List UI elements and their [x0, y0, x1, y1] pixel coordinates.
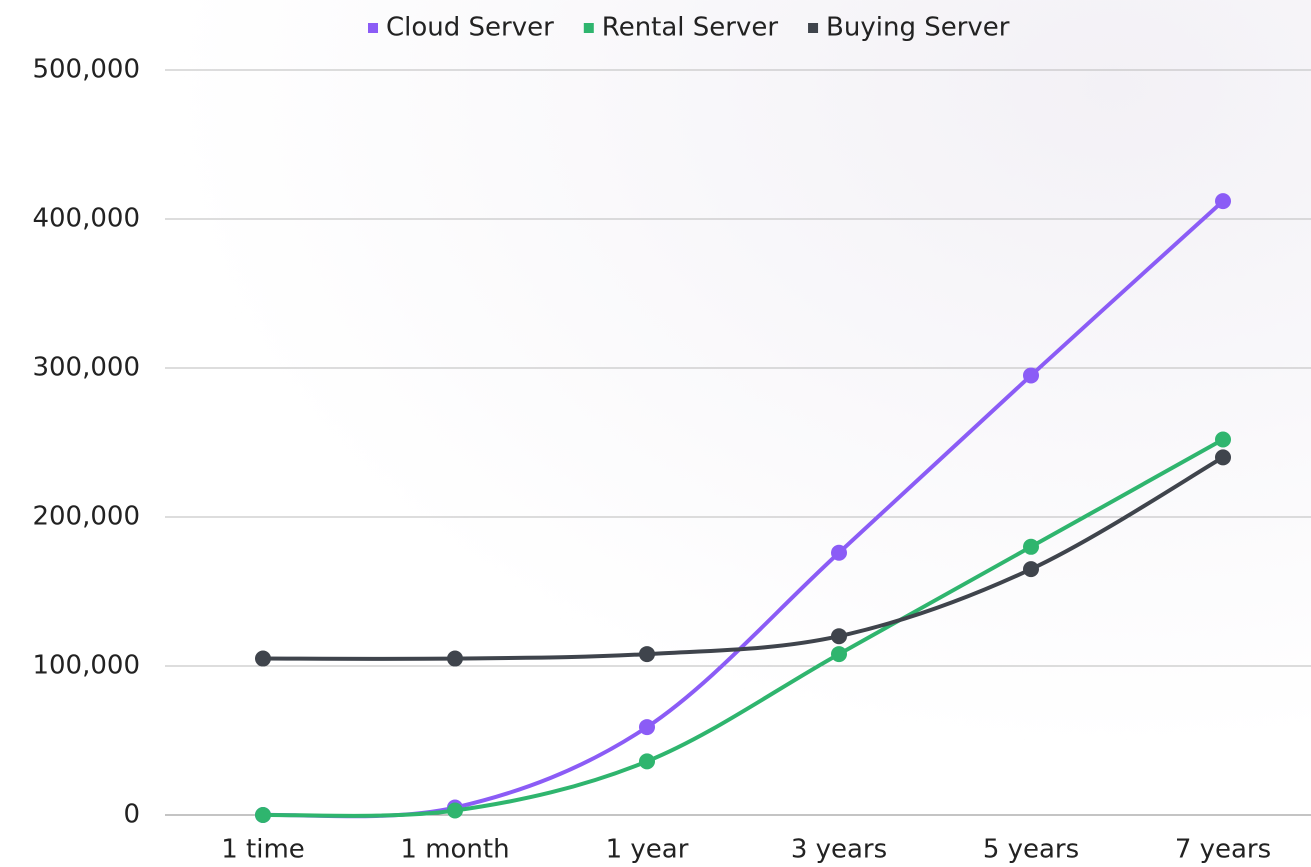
point	[1023, 538, 1039, 555]
point	[831, 628, 847, 645]
legend-swatch	[368, 23, 378, 33]
point	[447, 802, 463, 819]
series-line	[262, 199, 1225, 819]
y-tick-label: 100,000	[32, 651, 140, 681]
legend: Cloud Server Rental Server Buying Server	[368, 13, 1010, 43]
x-tick-label: 1 time	[221, 835, 305, 865]
point	[1023, 367, 1039, 384]
point	[639, 753, 655, 770]
point	[639, 719, 655, 736]
y-tick-label: 400,000	[32, 204, 140, 234]
x-tick-label: 1 year	[606, 835, 689, 865]
point	[1215, 449, 1231, 466]
x-tick-label: 7 years	[1175, 835, 1271, 865]
y-tick-label: 0	[123, 800, 140, 830]
point	[255, 807, 271, 823]
point	[255, 650, 271, 667]
y-tick-label: 300,000	[32, 353, 140, 383]
legend-label: Rental Server	[602, 13, 779, 43]
point	[447, 650, 463, 667]
point	[1215, 193, 1231, 210]
x-tick-label: 1 month	[400, 835, 509, 865]
x-tick-label: 5 years	[983, 835, 1079, 865]
x-tick-label: 3 years	[791, 835, 887, 865]
point	[831, 544, 847, 561]
point	[1023, 561, 1039, 578]
point	[639, 646, 655, 663]
series-line	[262, 455, 1225, 661]
y-tick-label: 200,000	[32, 502, 140, 532]
legend-swatch	[583, 23, 594, 33]
y-tick-label: 500,000	[32, 55, 140, 85]
legend-label: Cloud Server	[386, 13, 554, 43]
legend-swatch	[808, 23, 819, 33]
legend-label: Buying Server	[826, 13, 1010, 43]
point	[831, 646, 847, 663]
series-line	[262, 437, 1224, 818]
point	[1215, 431, 1231, 448]
